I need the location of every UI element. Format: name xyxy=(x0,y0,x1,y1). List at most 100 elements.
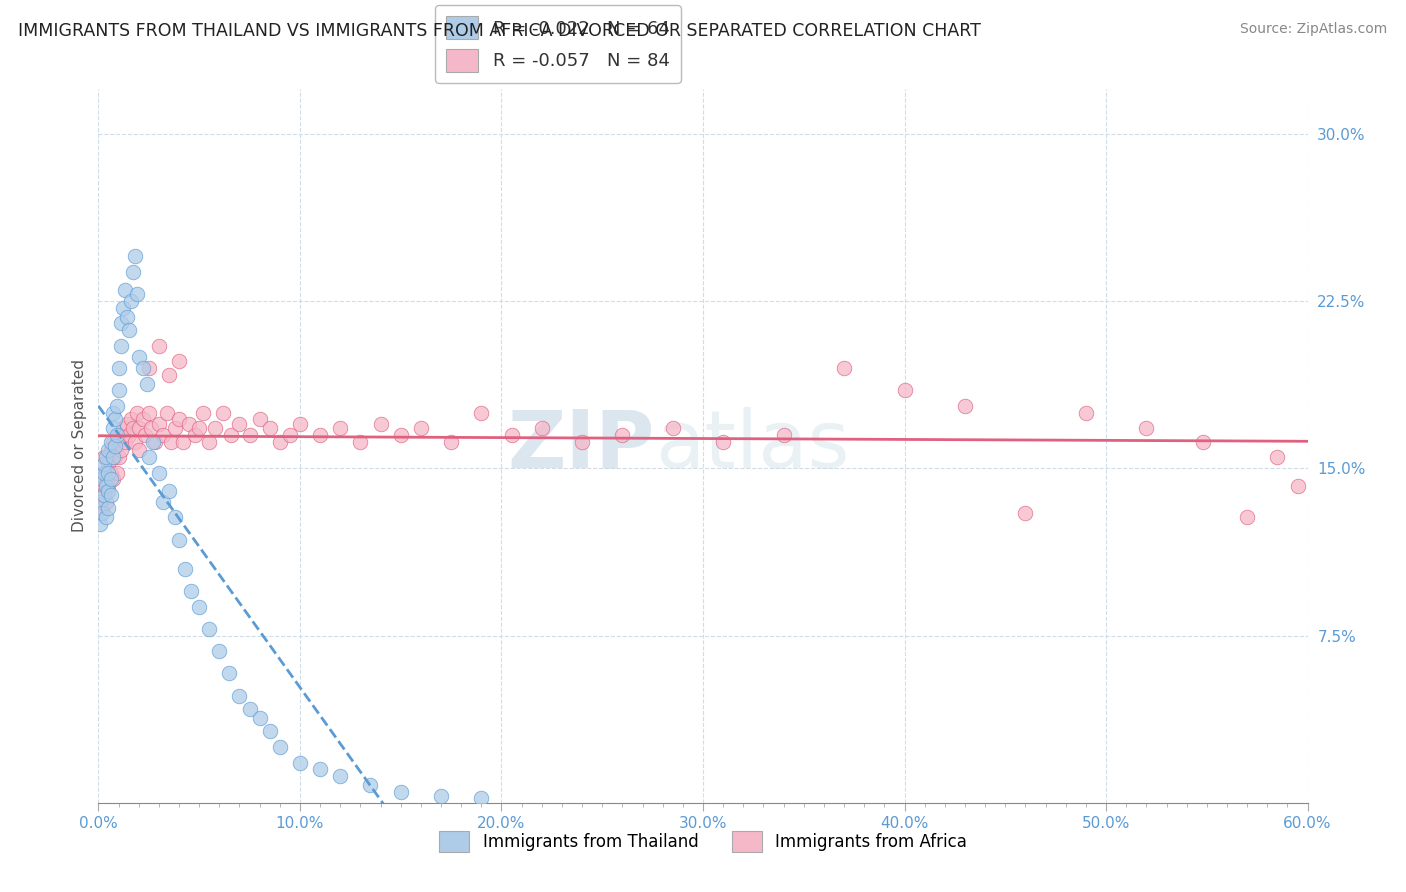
Point xyxy=(148,466,170,480)
Point xyxy=(110,338,132,352)
Point xyxy=(249,711,271,725)
Point xyxy=(832,360,855,375)
Point xyxy=(105,466,128,480)
Point xyxy=(96,450,118,464)
Point xyxy=(135,376,157,391)
Point xyxy=(97,483,120,498)
Point xyxy=(278,427,301,442)
Point xyxy=(249,412,271,426)
Point xyxy=(470,405,492,419)
Point xyxy=(96,466,118,480)
Point xyxy=(132,412,155,426)
Point xyxy=(120,293,142,308)
Point xyxy=(101,434,124,449)
Point xyxy=(329,769,352,783)
Point xyxy=(212,405,235,419)
Point xyxy=(208,644,231,658)
Point xyxy=(142,434,165,449)
Point xyxy=(204,421,226,435)
Point xyxy=(124,434,146,449)
Point xyxy=(107,450,129,464)
Point xyxy=(96,494,118,508)
Point xyxy=(148,417,170,431)
Point xyxy=(193,405,215,419)
Point xyxy=(1074,405,1097,419)
Point xyxy=(134,427,156,442)
Point xyxy=(239,702,262,716)
Point xyxy=(188,599,211,614)
Point xyxy=(160,434,183,449)
Point xyxy=(128,421,150,435)
Point xyxy=(91,473,114,487)
Point xyxy=(107,360,129,375)
Point xyxy=(198,434,221,449)
Point xyxy=(1014,506,1036,520)
Point xyxy=(97,443,120,458)
Point xyxy=(97,457,120,471)
Point xyxy=(101,450,124,464)
Point xyxy=(1286,479,1309,493)
Point xyxy=(152,494,174,508)
Point xyxy=(1267,450,1289,464)
Point xyxy=(93,479,115,493)
Point xyxy=(228,689,250,703)
Point xyxy=(259,724,281,739)
Y-axis label: Divorced or Separated: Divorced or Separated xyxy=(72,359,87,533)
Point xyxy=(143,434,166,449)
Point xyxy=(571,434,593,449)
Point xyxy=(163,421,186,435)
Point xyxy=(288,417,311,431)
Point xyxy=(107,427,129,442)
Point xyxy=(309,762,332,776)
Point xyxy=(470,791,492,805)
Point xyxy=(91,501,114,516)
Point xyxy=(97,501,120,516)
Point xyxy=(125,405,148,419)
Point xyxy=(1135,421,1157,435)
Point xyxy=(97,479,120,493)
Point xyxy=(148,338,170,352)
Point xyxy=(430,789,453,804)
Point xyxy=(93,466,115,480)
Point xyxy=(188,421,211,435)
Point xyxy=(120,412,142,426)
Point xyxy=(103,412,125,426)
Point xyxy=(1236,510,1258,524)
Point xyxy=(239,427,262,442)
Point xyxy=(91,473,114,487)
Point xyxy=(612,427,634,442)
Point xyxy=(157,368,180,382)
Point xyxy=(96,479,118,493)
Point xyxy=(501,427,523,442)
Point xyxy=(409,421,432,435)
Text: Source: ZipAtlas.com: Source: ZipAtlas.com xyxy=(1240,22,1388,37)
Point xyxy=(138,360,160,375)
Point xyxy=(288,756,311,770)
Point xyxy=(184,427,207,442)
Point xyxy=(101,421,124,435)
Point xyxy=(110,443,132,458)
Point xyxy=(96,510,118,524)
Point xyxy=(121,265,143,279)
Point xyxy=(661,421,683,435)
Point xyxy=(221,427,243,442)
Point xyxy=(114,434,136,449)
Point xyxy=(218,666,240,681)
Point xyxy=(530,421,553,435)
Point xyxy=(772,427,794,442)
Point xyxy=(125,287,148,301)
Point xyxy=(111,301,134,315)
Point xyxy=(167,533,190,547)
Point xyxy=(93,488,115,502)
Point xyxy=(440,434,463,449)
Point xyxy=(124,249,146,264)
Point xyxy=(138,405,160,419)
Point xyxy=(111,421,134,435)
Point xyxy=(110,316,132,330)
Point xyxy=(329,421,352,435)
Point xyxy=(259,421,281,435)
Point xyxy=(269,434,291,449)
Point xyxy=(91,506,114,520)
Point xyxy=(174,562,197,576)
Text: IMMIGRANTS FROM THAILAND VS IMMIGRANTS FROM AFRICA DIVORCED OR SEPARATED CORRELA: IMMIGRANTS FROM THAILAND VS IMMIGRANTS F… xyxy=(18,22,981,40)
